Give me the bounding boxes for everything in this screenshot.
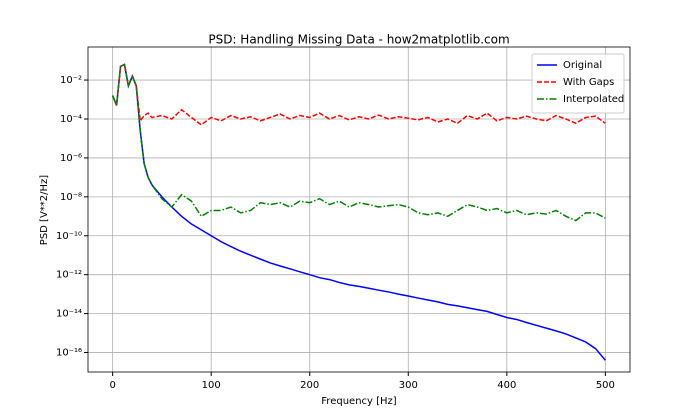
legend-label: With Gaps — [563, 77, 614, 88]
x-axis-label: Frequency [Hz] — [321, 396, 397, 407]
x-tick-label: 500 — [596, 380, 615, 391]
x-tick-label: 400 — [497, 380, 516, 391]
legend-label: Interpolated — [563, 94, 624, 105]
y-tick-label: 10⁻⁶ — [60, 153, 82, 164]
y-tick-label: 10⁻¹⁴ — [56, 309, 82, 320]
chart-title: PSD: Handling Missing Data - how2matplot… — [208, 33, 509, 47]
x-tick-label: 200 — [300, 380, 319, 391]
x-tick-label: 300 — [399, 380, 418, 391]
y-tick-label: 10⁻¹⁰ — [56, 231, 82, 242]
series-line — [111, 63, 606, 222]
y-axis-label: PSD [V**2/Hz] — [39, 175, 50, 245]
x-tick-label: 100 — [202, 380, 221, 391]
y-tick-label: 10⁻¹² — [56, 270, 82, 281]
y-tick-label: 10⁻⁴ — [60, 114, 82, 125]
y-tick-label: 10⁻¹⁶ — [56, 348, 82, 359]
legend-label: Original — [563, 60, 602, 71]
y-tick-label: 10⁻⁸ — [60, 192, 82, 203]
x-tick-label: 0 — [109, 380, 115, 391]
series-line — [111, 63, 606, 126]
plot-frame — [87, 46, 631, 373]
y-tick-label: 10⁻² — [60, 75, 82, 86]
